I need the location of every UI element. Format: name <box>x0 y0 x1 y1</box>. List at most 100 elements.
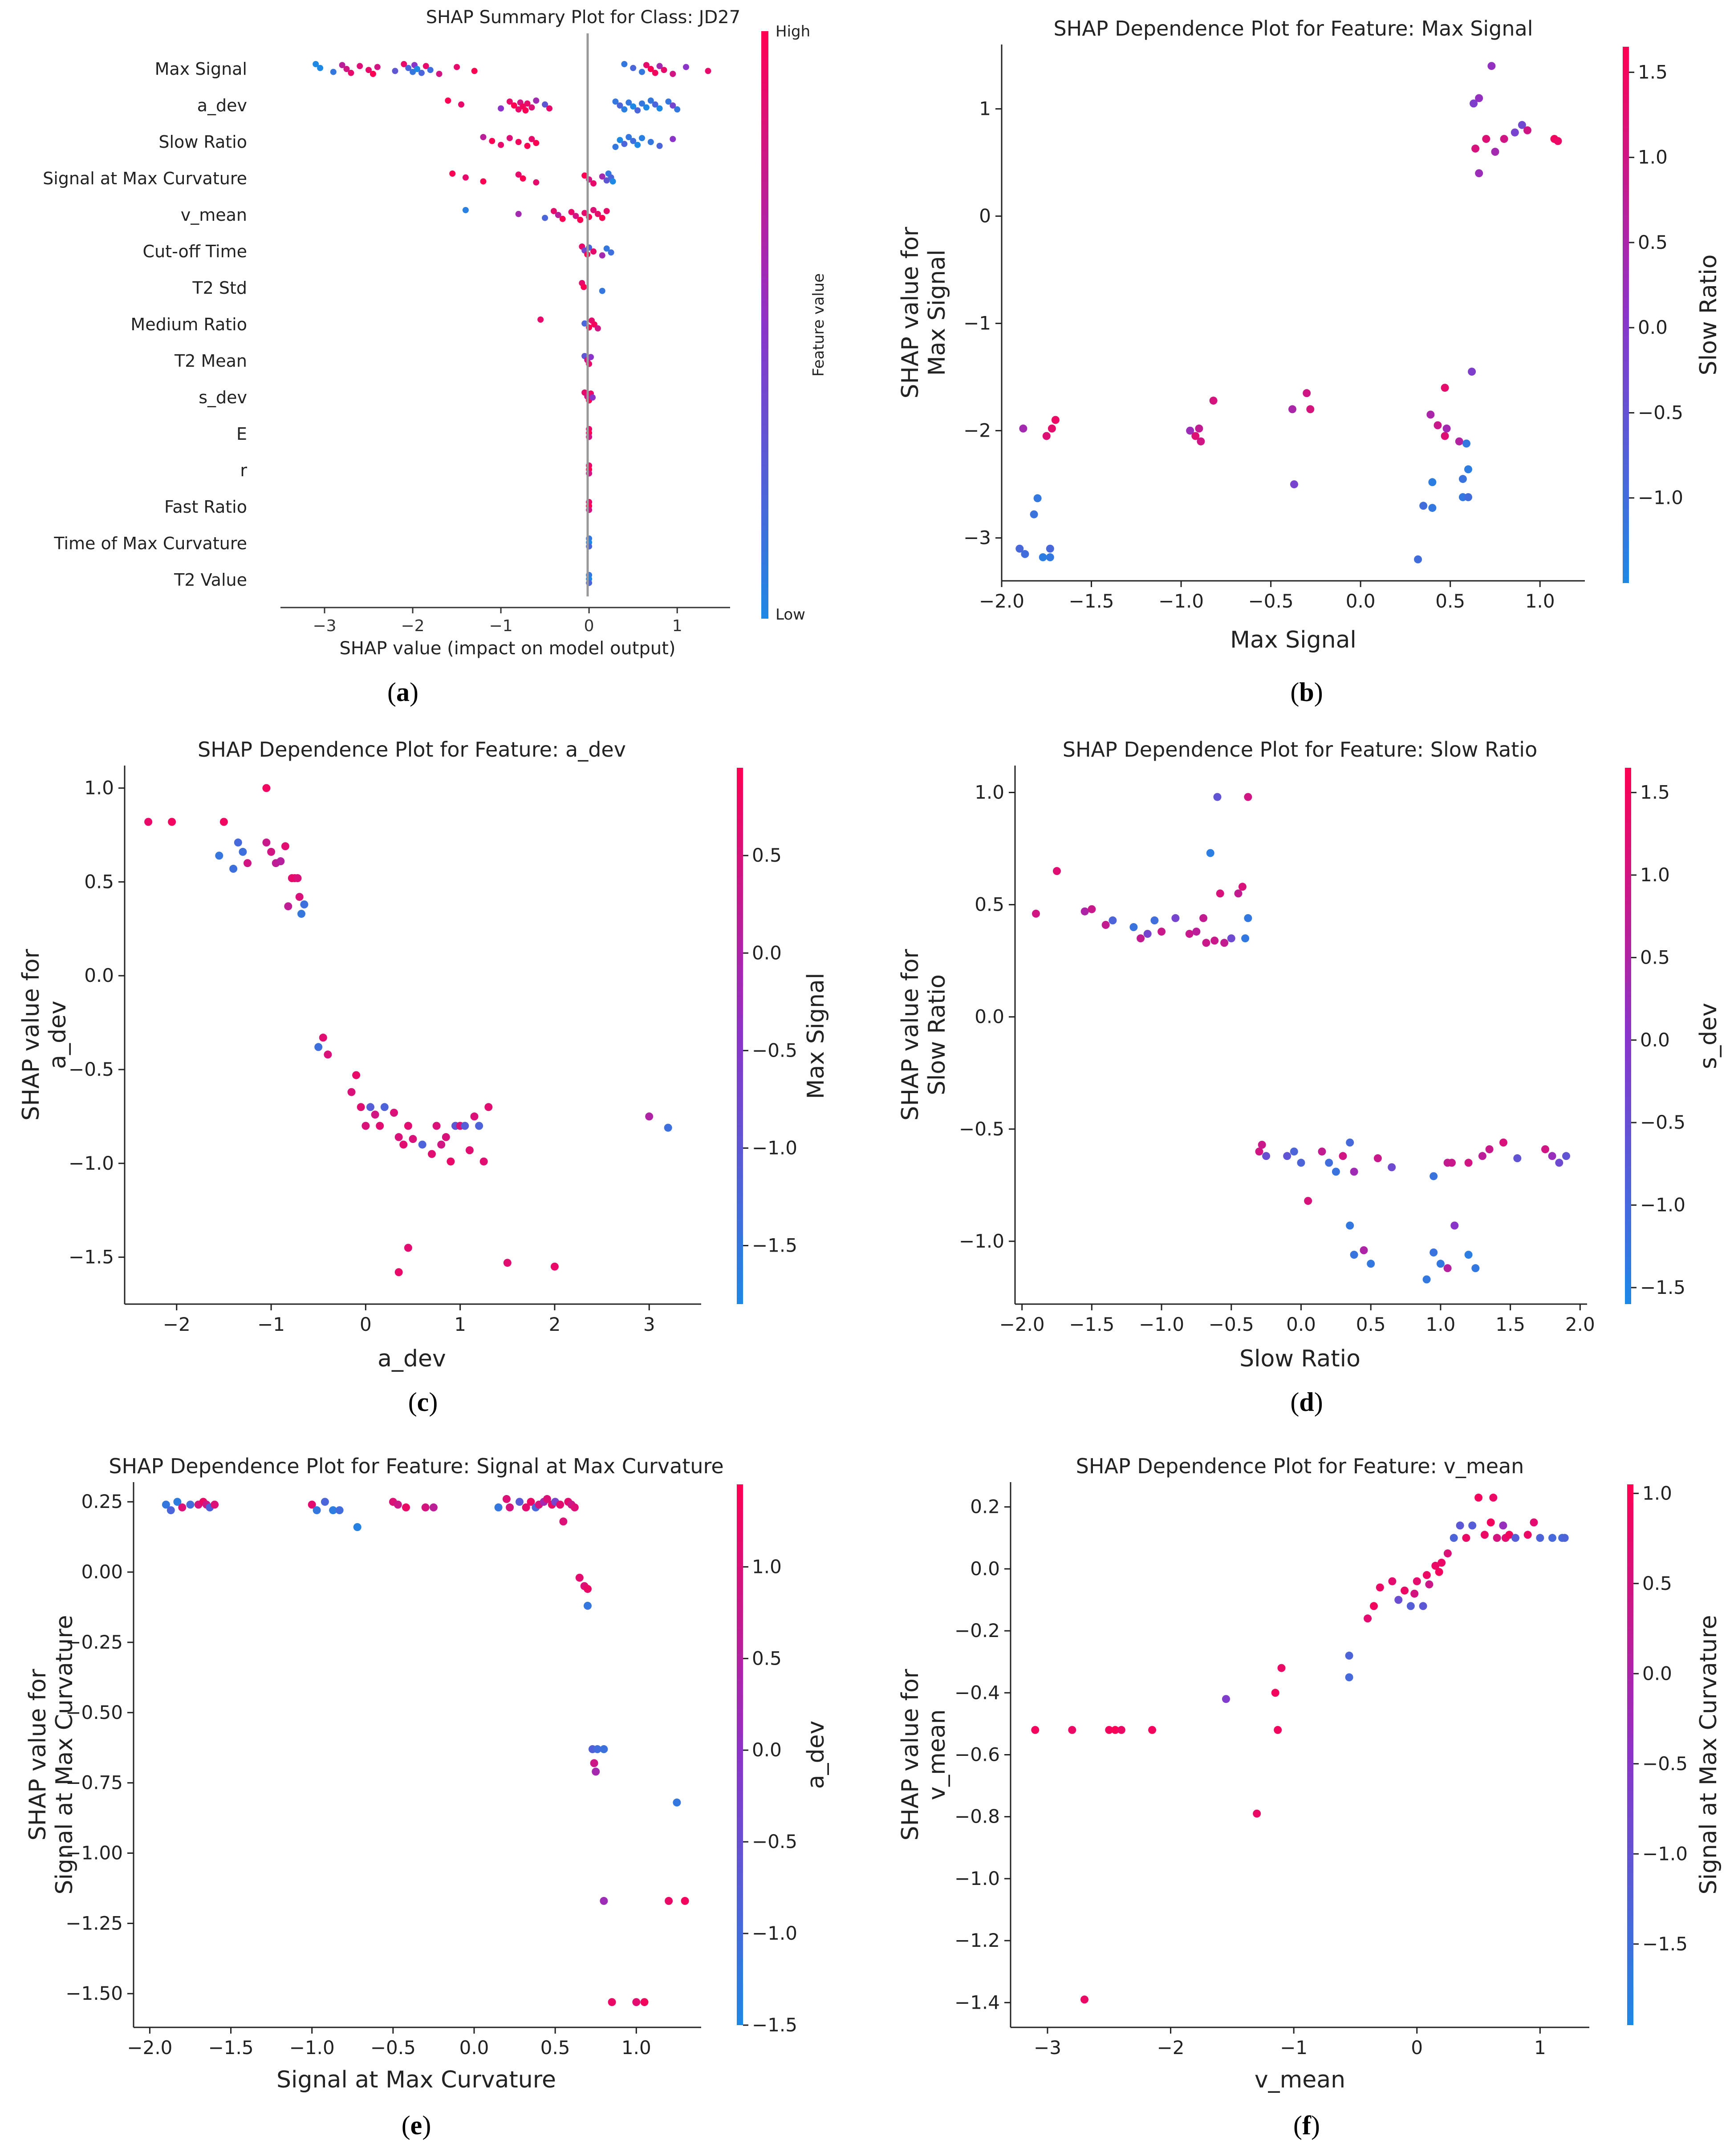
colorbar <box>1627 1484 1633 2025</box>
panel-f: SHAP Dependence Plot for Feature: v_mean… <box>897 1454 1722 2140</box>
data-point <box>1523 126 1531 134</box>
data-point <box>494 1503 503 1512</box>
y-tick-label: −0.75 <box>65 1772 123 1794</box>
colorbar-tick-label: 0.0 <box>752 1739 782 1761</box>
data-point <box>1464 1251 1473 1259</box>
summary-point <box>436 71 443 77</box>
data-point <box>522 1503 530 1512</box>
x-tick-label: −2.0 <box>127 2037 172 2059</box>
data-point <box>1513 1154 1522 1163</box>
data-point <box>503 1259 512 1267</box>
y-axis-label-line: SHAP value for <box>897 949 924 1121</box>
x-tick-label: −3 <box>313 617 336 635</box>
data-point <box>1414 555 1422 563</box>
summary-point <box>528 104 535 111</box>
colorbar <box>761 31 768 619</box>
data-point <box>297 910 305 918</box>
colorbar-tick-label: −1.5 <box>1642 1933 1688 1955</box>
data-point <box>1015 544 1024 553</box>
data-point <box>1080 1995 1088 2004</box>
scatter-points <box>1031 1493 1569 2004</box>
summary-point <box>609 178 616 185</box>
data-point <box>1548 1534 1556 1542</box>
feature-label: Max Signal <box>155 59 247 79</box>
summary-point <box>506 135 513 142</box>
data-point <box>1364 1614 1372 1623</box>
data-point <box>1464 465 1472 474</box>
x-tick-label: 0.5 <box>1356 1313 1386 1335</box>
data-point <box>1216 889 1224 898</box>
feature-label: T2 Std <box>192 278 247 298</box>
summary-point <box>652 69 658 76</box>
data-point <box>313 1506 321 1515</box>
data-point <box>1290 1147 1298 1156</box>
data-point <box>1209 397 1218 405</box>
colorbar-tick-label: 0.0 <box>752 942 782 964</box>
data-point <box>380 1103 389 1111</box>
colorbar-tick-label: 0.5 <box>1642 1572 1672 1594</box>
data-point <box>584 1601 592 1610</box>
data-point <box>1238 883 1247 891</box>
data-point <box>215 851 223 860</box>
data-point <box>229 864 238 873</box>
summary-points <box>313 61 711 586</box>
data-point <box>1373 1154 1382 1163</box>
y-tick-label: −3 <box>963 527 991 549</box>
summary-point <box>577 217 584 223</box>
colorbar-high-label: High <box>776 23 810 41</box>
data-point <box>324 1050 332 1059</box>
x-tick-label: 1 <box>672 617 682 635</box>
x-tick-label: 0 <box>360 1313 372 1335</box>
data-point <box>1441 432 1449 440</box>
panel-label-a: (a) <box>387 677 418 707</box>
x-tick-label: −0.5 <box>1209 1313 1254 1335</box>
colorbar-tick-label: 0.0 <box>1640 1029 1670 1051</box>
colorbar-tick-label: 1.5 <box>1640 782 1670 803</box>
data-point <box>1394 1596 1403 1604</box>
data-point <box>600 1897 608 1905</box>
data-point <box>1406 1602 1415 1610</box>
x-tick-label: 0 <box>1411 2037 1423 2059</box>
data-point <box>399 1140 408 1149</box>
summary-point <box>621 61 628 67</box>
summary-point <box>449 170 456 177</box>
colorbar-tick-label: 1.5 <box>1638 61 1668 83</box>
summary-point <box>656 63 663 69</box>
summary-point <box>674 106 681 113</box>
data-point <box>543 1495 551 1503</box>
data-point <box>575 1573 584 1582</box>
y-axis-label-line: a_dev <box>45 1001 71 1069</box>
summary-point <box>670 136 676 142</box>
y-tick-label: −1.4 <box>954 1991 1000 2013</box>
data-point <box>295 893 304 901</box>
x-tick-label: −1 <box>489 617 513 635</box>
x-tick-label: −1 <box>1280 2037 1308 2059</box>
summary-point <box>542 215 548 221</box>
panel-label-c: (c) <box>408 1387 438 1417</box>
summary-point <box>581 284 587 290</box>
data-point <box>447 1157 455 1166</box>
data-point <box>1109 916 1117 924</box>
summary-point <box>670 71 676 77</box>
summary-point <box>537 316 544 323</box>
data-point <box>361 1122 370 1130</box>
data-point <box>1523 1531 1532 1539</box>
data-point <box>352 1071 361 1079</box>
colorbar-label: a_dev <box>803 1721 829 1789</box>
feature-label: v_mean <box>181 205 247 225</box>
y-tick-label: 0.25 <box>81 1491 123 1512</box>
summary-point <box>462 207 469 213</box>
data-point <box>1185 930 1194 938</box>
summary-point <box>462 174 469 181</box>
data-point <box>640 1998 649 2006</box>
data-point <box>1450 1221 1459 1230</box>
data-point <box>1195 424 1203 433</box>
data-point <box>1499 1139 1507 1147</box>
data-point <box>1051 416 1060 424</box>
summary-point <box>480 134 487 140</box>
data-point <box>329 1506 337 1515</box>
data-point <box>1288 405 1296 413</box>
colorbar-tick-label: −1.5 <box>752 1235 797 1256</box>
data-point <box>1303 389 1311 397</box>
data-point <box>1318 1147 1326 1156</box>
